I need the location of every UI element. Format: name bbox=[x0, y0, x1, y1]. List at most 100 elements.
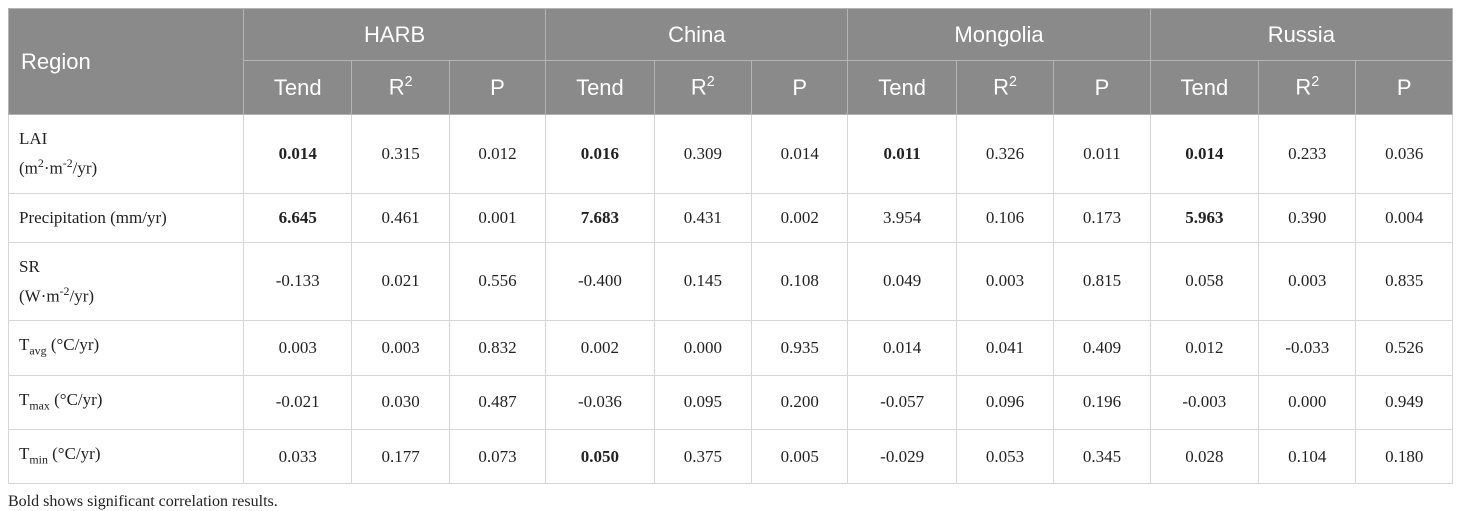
cell: 0.390 bbox=[1258, 192, 1357, 243]
table-row: Precipitation (mm/yr) 6.645 0.461 0.001 7.68… bbox=[8, 192, 1453, 243]
text-segment: Tend bbox=[273, 74, 322, 100]
cell: 0.526 bbox=[1355, 320, 1453, 376]
cell: 0.005 bbox=[751, 429, 849, 485]
cell: 0.145 bbox=[653, 241, 753, 322]
cell: 0.196 bbox=[1053, 374, 1151, 431]
cell: -0.021 bbox=[242, 374, 353, 431]
text-segment: (°C/yr) bbox=[49, 389, 103, 409]
cell: 0.004 bbox=[1355, 192, 1453, 243]
group-header: Russia bbox=[1149, 8, 1454, 61]
text-segment: /yr) bbox=[69, 286, 95, 306]
row-label: Tavg (°C/yr) bbox=[8, 320, 244, 376]
table-row: LAI (m2·m-2/yr) 0.014 0.315 0.012 0.016 0.309 0… bbox=[8, 114, 1453, 194]
cell: 0.431 bbox=[653, 192, 753, 243]
cell: 6.645 bbox=[242, 192, 353, 243]
cell: 7.683 bbox=[545, 192, 655, 243]
cell: 0.315 bbox=[351, 114, 450, 194]
text-segment: (°C/yr) bbox=[46, 335, 100, 355]
cell: 0.177 bbox=[351, 429, 450, 485]
cell: 0.049 bbox=[847, 241, 957, 322]
cell: 0.835 bbox=[1355, 241, 1453, 322]
text-segment: 2 bbox=[37, 156, 44, 170]
cell: 0.309 bbox=[653, 114, 753, 194]
cell: 0.106 bbox=[955, 192, 1055, 243]
table-header: Region HARB China Mongolia Russia Tend R2 P Tend… bbox=[8, 8, 1454, 115]
text-segment: (m bbox=[19, 158, 38, 178]
cell: 0.030 bbox=[351, 374, 450, 431]
text-segment: min bbox=[29, 452, 48, 467]
cell: 0.003 bbox=[351, 320, 450, 376]
text-segment: 2 bbox=[1009, 74, 1017, 91]
cell: 0.016 bbox=[545, 114, 655, 194]
text-segment: -2 bbox=[62, 156, 73, 170]
cell: -0.003 bbox=[1149, 374, 1260, 431]
cell: 0.003 bbox=[1258, 241, 1357, 322]
text-segment: R bbox=[993, 74, 1010, 100]
text-segment: ·m bbox=[43, 158, 63, 178]
cell: 0.326 bbox=[955, 114, 1055, 194]
text-segment: P bbox=[490, 74, 505, 100]
cell: -0.033 bbox=[1258, 320, 1357, 376]
column-header: Tend bbox=[847, 60, 957, 115]
text-segment: /yr) bbox=[72, 158, 98, 178]
column-header: R2 bbox=[653, 60, 753, 115]
cell: 0.033 bbox=[242, 429, 353, 485]
cell: 0.345 bbox=[1053, 429, 1151, 485]
cell: 0.003 bbox=[242, 320, 353, 376]
column-header: P bbox=[1355, 60, 1453, 115]
table-row: SR (W·m-2/yr) -0.133 0.021 0.556 -0.400 0.145 0… bbox=[8, 241, 1453, 322]
cell: 0.012 bbox=[448, 114, 547, 194]
cell: 0.104 bbox=[1258, 429, 1357, 485]
page: Region HARB China Mongolia Russia Tend R2 P Tend… bbox=[8, 8, 1454, 511]
text-segment: R bbox=[388, 74, 405, 100]
row-label: LAI (m2·m-2/yr) bbox=[8, 114, 244, 194]
cell: 0.108 bbox=[751, 241, 849, 322]
cell: 0.832 bbox=[448, 320, 547, 376]
text-segment: R bbox=[690, 74, 707, 100]
text-segment: P bbox=[792, 74, 808, 100]
cell: 0.815 bbox=[1053, 241, 1151, 322]
group-header: HARB bbox=[242, 8, 547, 61]
cell: 0.003 bbox=[955, 241, 1055, 322]
text-segment: P bbox=[1094, 74, 1110, 100]
cell: 0.014 bbox=[242, 114, 353, 194]
cell: -0.133 bbox=[242, 241, 353, 322]
column-header: P bbox=[751, 60, 849, 115]
column-header: Tend bbox=[1149, 60, 1260, 115]
cell: 0.014 bbox=[1149, 114, 1260, 194]
text-segment: (°C/yr) bbox=[47, 444, 101, 464]
footnote: Bold shows significant correlation resul… bbox=[8, 493, 278, 511]
cell: 0.053 bbox=[955, 429, 1055, 485]
text-segment: Tend bbox=[878, 74, 926, 100]
text-segment: T bbox=[19, 389, 30, 409]
row-label: SR (W·m-2/yr) bbox=[8, 241, 244, 322]
cell: 0.036 bbox=[1355, 114, 1453, 194]
cell: 0.011 bbox=[1053, 114, 1151, 194]
text-segment: avg bbox=[29, 343, 47, 358]
cell: 0.014 bbox=[751, 114, 849, 194]
cell: 0.073 bbox=[448, 429, 547, 485]
cell: 0.096 bbox=[955, 374, 1055, 431]
header-row: Tend R2 P Tend R2 P Tend R2 P Tend R2 P bbox=[9, 60, 1453, 115]
cell: 0.375 bbox=[653, 429, 753, 485]
cell: 0.011 bbox=[847, 114, 957, 194]
cell: 5.963 bbox=[1149, 192, 1260, 243]
column-header: Tend bbox=[242, 60, 353, 115]
column-header: P bbox=[448, 60, 547, 115]
text-segment: (W·m bbox=[19, 286, 60, 306]
column-header: R2 bbox=[351, 60, 450, 115]
header-row: Region HARB China Mongolia Russia bbox=[8, 8, 1454, 115]
table: Region HARB China Mongolia Russia Tend R2 P Tend… bbox=[8, 8, 1454, 485]
cell: 0.173 bbox=[1053, 192, 1151, 243]
cell: -0.036 bbox=[545, 374, 655, 431]
cell: 0.461 bbox=[351, 192, 450, 243]
cell: 0.028 bbox=[1149, 429, 1260, 485]
cell: 0.556 bbox=[448, 241, 547, 322]
cell: 0.233 bbox=[1258, 114, 1357, 194]
table-row: Tmin (°C/yr) 0.033 0.177 0.073 0.050 0.375 0.0… bbox=[8, 429, 1453, 485]
text-segment: T bbox=[19, 444, 30, 464]
cell: 0.949 bbox=[1355, 374, 1453, 431]
cell: 0.050 bbox=[545, 429, 655, 485]
cell: 0.002 bbox=[751, 192, 849, 243]
cell: -0.029 bbox=[847, 429, 957, 485]
